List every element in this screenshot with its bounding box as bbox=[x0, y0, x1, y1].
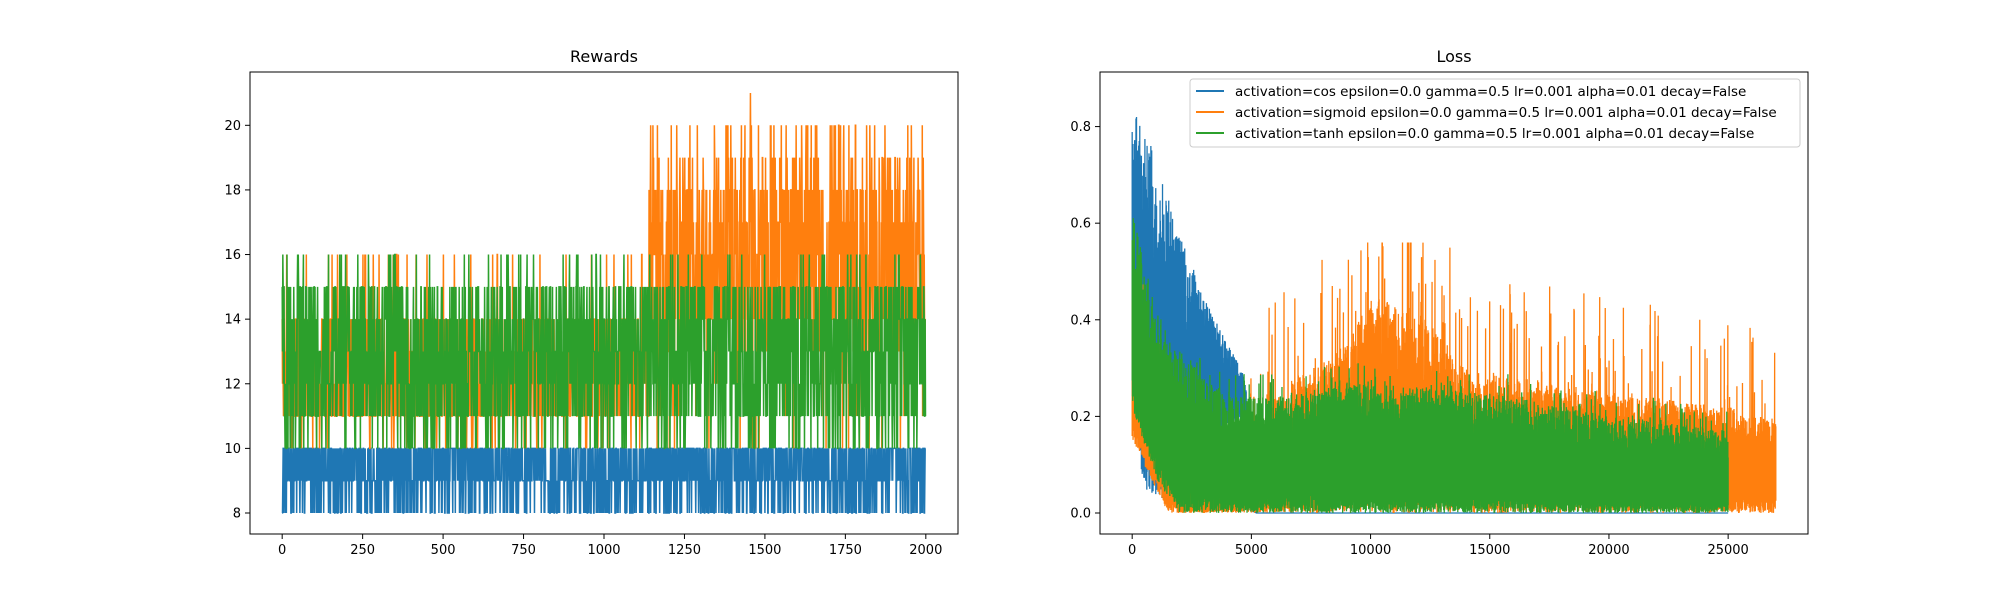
loss-xtick-label: 15000 bbox=[1469, 543, 1510, 558]
loss-plot-area bbox=[1131, 116, 1777, 514]
rewards-xtick-label: 1000 bbox=[587, 543, 620, 558]
rewards-ytick-label: 18 bbox=[224, 183, 241, 198]
loss-ytick-label: 0.0 bbox=[1070, 506, 1091, 521]
rewards-plot-area bbox=[281, 92, 927, 514]
rewards-xtick-label: 750 bbox=[511, 543, 536, 558]
legend-box bbox=[1189, 78, 1801, 148]
rewards-line-tanh bbox=[281, 253, 927, 450]
loss-line-tanh bbox=[1131, 218, 1729, 513]
rewards-title: Rewards bbox=[570, 47, 638, 66]
rewards-ytick-label: 12 bbox=[224, 377, 241, 392]
rewards-xtick-label: 0 bbox=[278, 543, 286, 558]
loss-xtick-label: 10000 bbox=[1350, 543, 1391, 558]
legend-label-sigmoid: activation=sigmoid epsilon=0.0 gamma=0.5… bbox=[1235, 105, 1777, 121]
loss-ytick-label: 0.4 bbox=[1070, 313, 1091, 328]
loss-frame bbox=[1099, 71, 1809, 535]
rewards-ytick-label: 14 bbox=[224, 313, 241, 328]
rewards-ytick-label: 8 bbox=[233, 507, 241, 522]
rewards-xtick-label: 1250 bbox=[668, 543, 701, 558]
rewards-line-cos bbox=[281, 447, 926, 514]
loss-ytick-label: 0.8 bbox=[1070, 120, 1091, 135]
loss-ytick-label: 0.6 bbox=[1070, 217, 1091, 232]
loss-title: Loss bbox=[1436, 47, 1471, 66]
loss-xtick-label: 5000 bbox=[1235, 543, 1268, 558]
rewards-frame bbox=[249, 71, 959, 535]
rewards-xtick-label: 1500 bbox=[748, 543, 781, 558]
legend-label-cos: activation=cos epsilon=0.0 gamma=0.5 lr=… bbox=[1235, 84, 1746, 100]
rewards-ytick-label: 16 bbox=[224, 248, 241, 263]
rewards-axes: 0 250 500 750 1000 1250 1500 1750 2000 8 10 12 14 16 1… bbox=[224, 119, 942, 558]
rewards-xtick-label: 2000 bbox=[909, 543, 942, 558]
legend-label-tanh: activation=tanh epsilon=0.0 gamma=0.5 lr… bbox=[1235, 126, 1754, 142]
rewards-xtick-label: 250 bbox=[350, 543, 375, 558]
rewards-ytick-label: 20 bbox=[224, 119, 241, 134]
loss-ytick-label: 0.2 bbox=[1070, 410, 1091, 425]
loss-legend: activation=cos epsilon=0.0 gamma=0.5 lr=… bbox=[1189, 78, 1801, 148]
rewards-ytick-label: 10 bbox=[224, 442, 241, 457]
rewards-xtick-label: 500 bbox=[431, 543, 456, 558]
loss-chart: Loss 0 5000 10000 15000 20000 250000.00.20.40… bbox=[1070, 47, 1809, 558]
loss-xtick-label: 25000 bbox=[1707, 543, 1748, 558]
loss-xtick-label: 0 bbox=[1128, 543, 1136, 558]
loss-xtick-label: 20000 bbox=[1588, 543, 1629, 558]
loss-axes: 0 5000 10000 15000 20000 25000 0.0 0.2 0.4 0.6 0.8 bbox=[1070, 120, 1749, 558]
rewards-xtick-label: 1750 bbox=[829, 543, 862, 558]
rewards-chart: Rewards 0 250 500 750 1000 1250 1500 1750 2000 8 1… bbox=[224, 47, 959, 558]
